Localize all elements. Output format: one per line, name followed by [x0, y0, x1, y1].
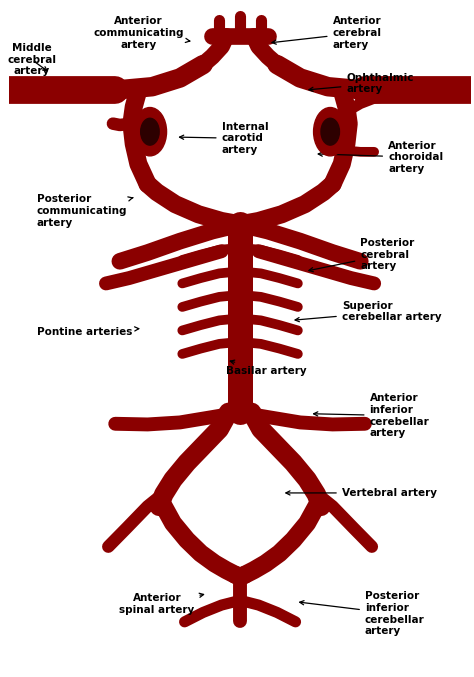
Text: Posterior
inferior
cerebellar
artery: Posterior inferior cerebellar artery [300, 592, 425, 636]
Text: Basilar artery: Basilar artery [226, 360, 307, 376]
Text: Superior
cerebellar artery: Superior cerebellar artery [295, 301, 441, 322]
Circle shape [321, 118, 339, 145]
Text: Posterior
cerebral
artery: Posterior cerebral artery [309, 238, 415, 271]
Circle shape [133, 108, 166, 156]
Text: Middle
cerebral
artery: Middle cerebral artery [8, 43, 56, 77]
Text: Pontine arteries: Pontine arteries [36, 327, 139, 336]
Text: Anterior
communicating
artery: Anterior communicating artery [93, 16, 190, 49]
Text: Anterior
cerebral
artery: Anterior cerebral artery [272, 16, 382, 49]
Circle shape [141, 118, 159, 145]
Text: Anterior
inferior
cerebellar
artery: Anterior inferior cerebellar artery [314, 393, 429, 438]
Text: Anterior
choroidal
artery: Anterior choroidal artery [318, 141, 443, 174]
Text: Ophthalmic
artery: Ophthalmic artery [309, 72, 414, 94]
Circle shape [314, 108, 347, 156]
Text: Anterior
spinal artery: Anterior spinal artery [119, 593, 204, 615]
Text: Internal
carotid
artery: Internal carotid artery [180, 122, 268, 155]
Text: Posterior
communicating
artery: Posterior communicating artery [36, 194, 133, 227]
Text: Vertebral artery: Vertebral artery [286, 488, 437, 498]
